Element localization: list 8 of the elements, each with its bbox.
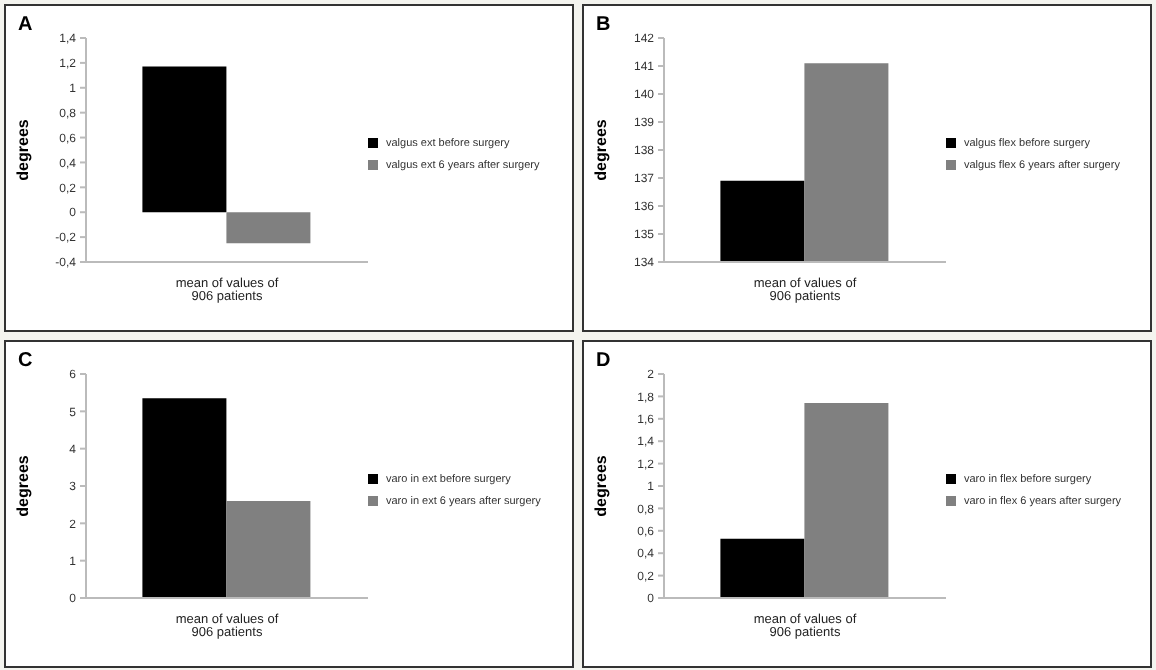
chart-title: A: [18, 14, 33, 36]
chart-title: D: [596, 350, 611, 372]
chart-title: C: [18, 350, 33, 372]
chart-title: B: [596, 14, 611, 36]
y-axis-title: degrees: [13, 118, 32, 181]
y-axis-title: degrees: [591, 454, 610, 517]
y-axis-title: degrees: [591, 118, 610, 181]
y-axis-title: degrees: [13, 454, 32, 517]
